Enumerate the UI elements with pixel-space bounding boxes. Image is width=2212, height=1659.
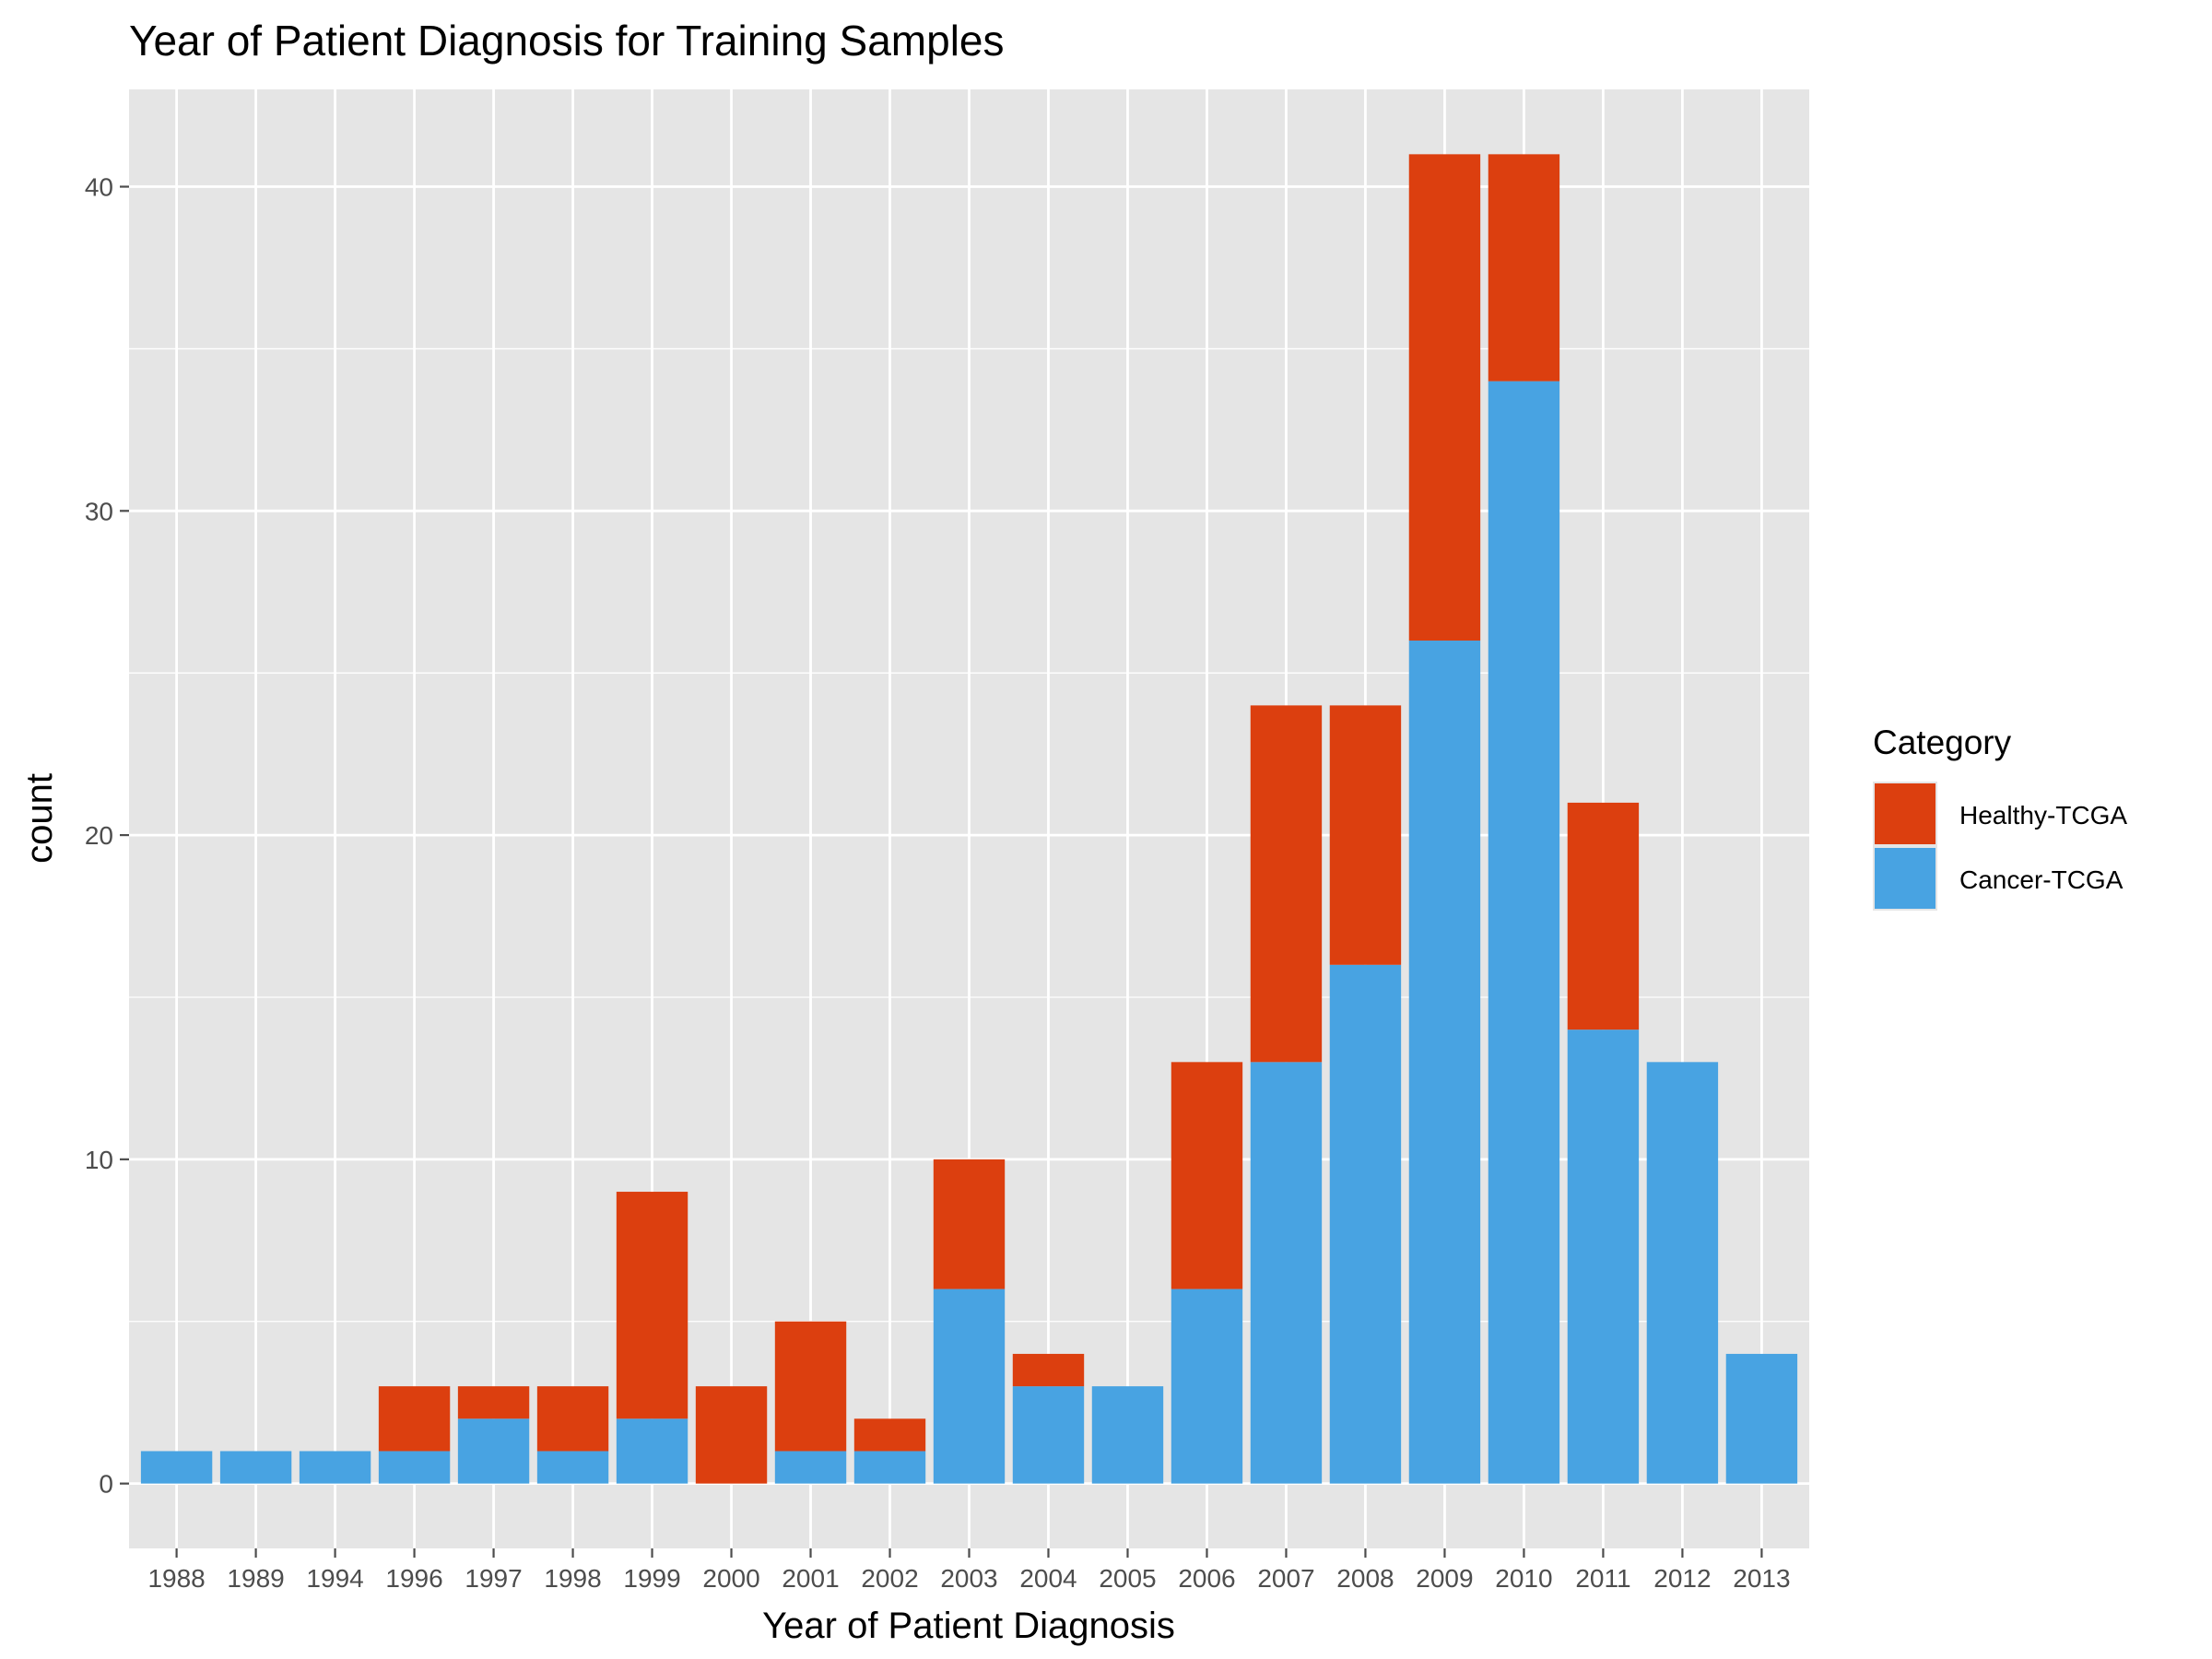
bar-cancer-tcga-2006 xyxy=(1171,1288,1243,1484)
x-axis: 1988 1989 1994 1996 1997 1998 1999 2000 2001 2002… xyxy=(147,1548,1791,1593)
x-tick-label: 1999 xyxy=(623,1564,680,1593)
x-tick-label: 2005 xyxy=(1099,1564,1156,1593)
x-tick-label: 2009 xyxy=(1416,1564,1473,1593)
bars xyxy=(140,154,1798,1484)
y-tick-label: 10 xyxy=(85,1146,113,1174)
bar-cancer-tcga-2005 xyxy=(1091,1386,1164,1484)
legend-title: Category xyxy=(1873,724,2012,761)
bar-healthy-tcga-1998 xyxy=(536,1386,609,1452)
bar-cancer-tcga-1994 xyxy=(299,1451,371,1484)
bar-healthy-tcga-2008 xyxy=(1329,705,1402,965)
x-tick-label: 2000 xyxy=(702,1564,759,1593)
bar-cancer-tcga-2008 xyxy=(1329,964,1402,1484)
bar-cancer-tcga-1989 xyxy=(219,1451,292,1484)
bar-cancer-tcga-2012 xyxy=(1646,1062,1719,1484)
bar-healthy-tcga-2006 xyxy=(1171,1062,1243,1289)
bar-healthy-tcga-2002 xyxy=(853,1418,926,1452)
chart-title: Year of Patient Diagnosis for Training S… xyxy=(129,17,1005,65)
x-tick-label: 2001 xyxy=(782,1564,839,1593)
x-tick-label: 1997 xyxy=(465,1564,522,1593)
x-tick-label: 1996 xyxy=(385,1564,442,1593)
y-tick-label: 30 xyxy=(85,497,113,525)
y-tick-label: 20 xyxy=(85,821,113,850)
bar-cancer-tcga-2010 xyxy=(1488,381,1560,1484)
x-tick-label: 2008 xyxy=(1336,1564,1394,1593)
bar-cancer-tcga-2002 xyxy=(853,1451,926,1484)
x-tick-label: 1994 xyxy=(306,1564,363,1593)
bar-healthy-tcga-2009 xyxy=(1408,154,1481,641)
x-tick-label: 2010 xyxy=(1495,1564,1552,1593)
bar-cancer-tcga-2004 xyxy=(1012,1386,1085,1484)
x-tick-label: 2011 xyxy=(1575,1564,1630,1593)
bar-cancer-tcga-1997 xyxy=(457,1418,530,1484)
bar-healthy-tcga-2004 xyxy=(1012,1353,1085,1387)
bar-cancer-tcga-2009 xyxy=(1408,641,1481,1484)
x-tick-label: 2013 xyxy=(1733,1564,1790,1593)
x-tick-label: 2006 xyxy=(1178,1564,1235,1593)
legend-label-healthy: Healthy-TCGA xyxy=(1959,801,2127,830)
x-tick-label: 1988 xyxy=(147,1564,205,1593)
x-tick-label: 2003 xyxy=(940,1564,997,1593)
bar-cancer-tcga-1998 xyxy=(536,1451,609,1484)
y-axis: 0 10 20 30 40 xyxy=(85,173,129,1499)
bar-healthy-tcga-1996 xyxy=(378,1386,451,1452)
bar-cancer-tcga-2013 xyxy=(1725,1353,1798,1484)
x-tick-label: 2007 xyxy=(1257,1564,1314,1593)
bar-healthy-tcga-1999 xyxy=(616,1192,688,1419)
x-tick-label: 1998 xyxy=(544,1564,601,1593)
bar-healthy-tcga-2011 xyxy=(1567,802,1640,1030)
y-tick-label: 40 xyxy=(85,173,113,202)
x-tick-label: 2012 xyxy=(1653,1564,1711,1593)
x-tick-label: 2002 xyxy=(861,1564,918,1593)
x-tick-label: 1989 xyxy=(227,1564,284,1593)
legend-label-cancer: Cancer-TCGA xyxy=(1959,865,2124,894)
x-tick-label: 2004 xyxy=(1019,1564,1077,1593)
bar-healthy-tcga-2000 xyxy=(695,1386,768,1484)
bar-cancer-tcga-2007 xyxy=(1250,1062,1323,1484)
bar-cancer-tcga-1988 xyxy=(140,1451,213,1484)
bar-healthy-tcga-1997 xyxy=(457,1386,530,1419)
bar-healthy-tcga-2010 xyxy=(1488,154,1560,382)
x-axis-title: Year of Patient Diagnosis xyxy=(762,1606,1175,1646)
bar-healthy-tcga-2001 xyxy=(774,1321,847,1452)
y-axis-title: count xyxy=(19,773,60,864)
legend-swatch-cancer xyxy=(1875,848,1936,909)
legend: Category Healthy-TCGA Cancer-TCGA xyxy=(1873,724,2127,911)
bar-cancer-tcga-1996 xyxy=(378,1451,451,1484)
bar-healthy-tcga-2007 xyxy=(1250,705,1323,1063)
y-tick-label: 0 xyxy=(99,1470,113,1499)
bar-healthy-tcga-2003 xyxy=(933,1159,1006,1289)
bar-cancer-tcga-2011 xyxy=(1567,1030,1640,1484)
bar-cancer-tcga-1999 xyxy=(616,1418,688,1484)
bar-cancer-tcga-2001 xyxy=(774,1451,847,1484)
bar-cancer-tcga-2003 xyxy=(933,1288,1006,1484)
legend-swatch-healthy xyxy=(1875,783,1936,844)
